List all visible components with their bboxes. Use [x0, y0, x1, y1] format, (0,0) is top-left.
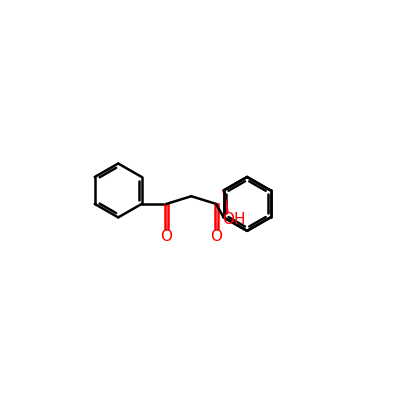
- Text: O: O: [210, 229, 222, 244]
- Text: O: O: [160, 229, 172, 244]
- Text: OH: OH: [222, 212, 246, 227]
